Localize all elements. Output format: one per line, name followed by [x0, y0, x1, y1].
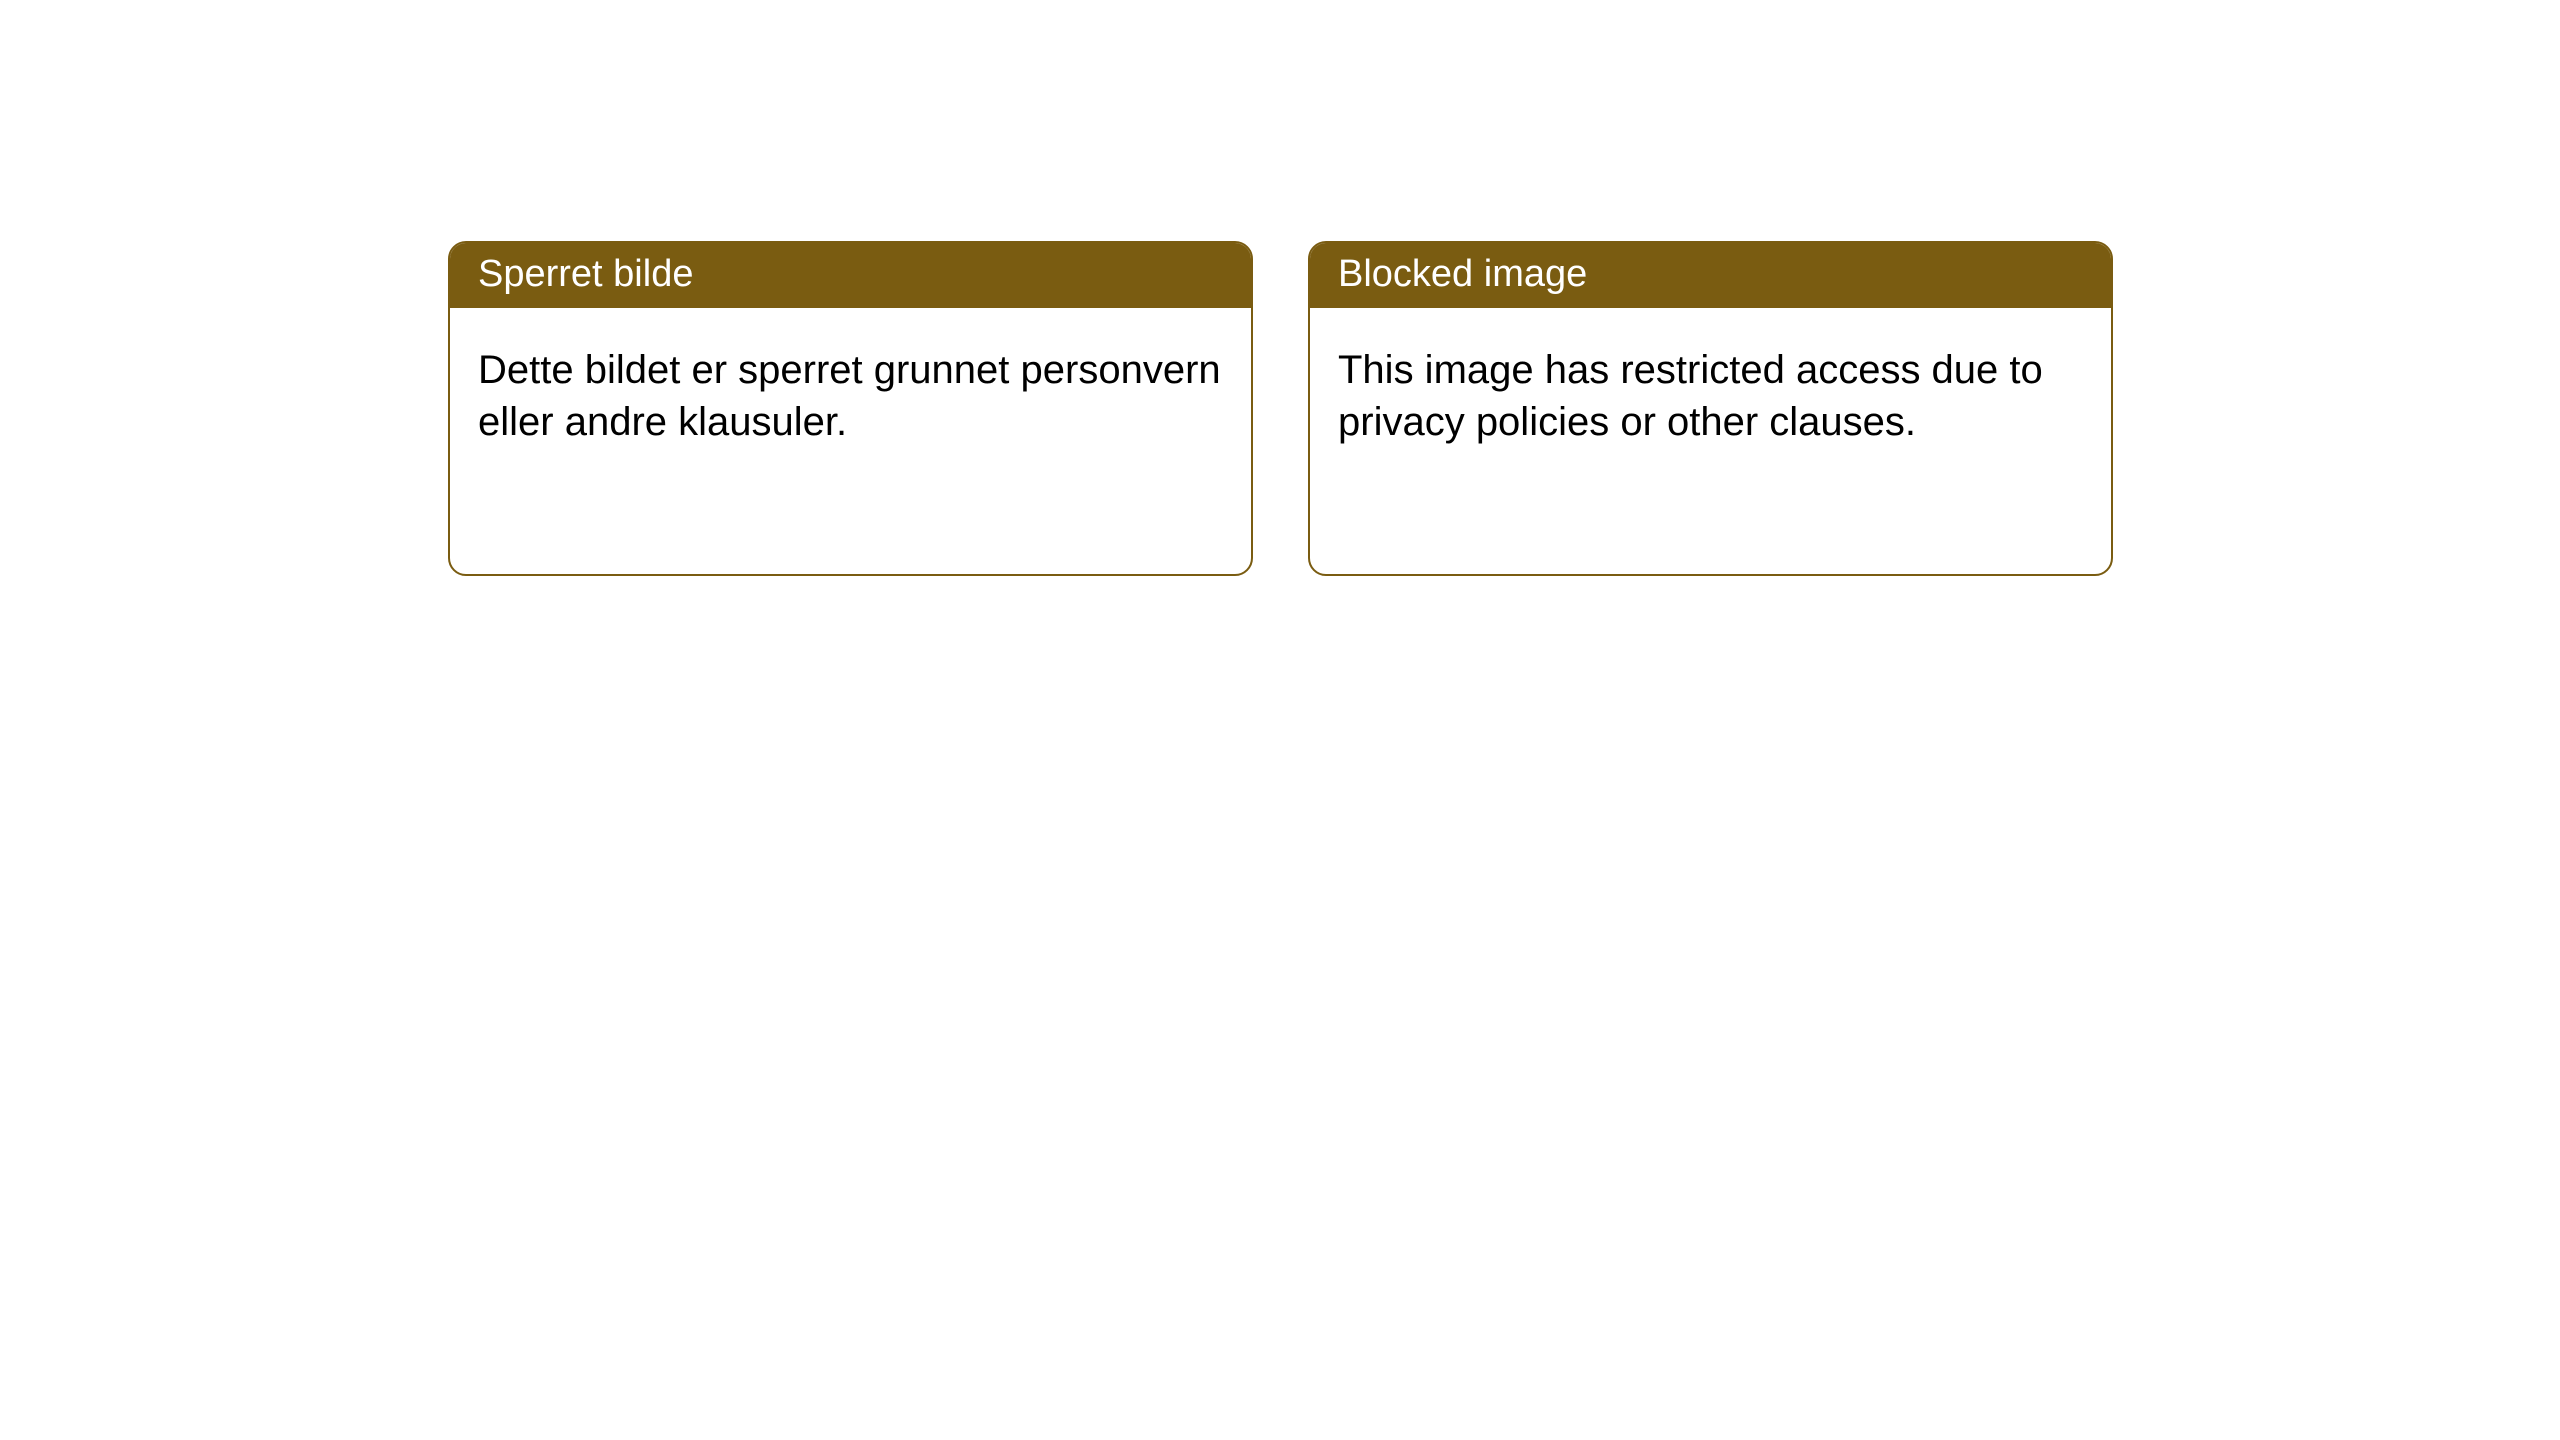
notice-text-english: This image has restricted access due to …	[1338, 348, 2043, 444]
notice-text-norwegian: Dette bildet er sperret grunnet personve…	[478, 348, 1221, 444]
notice-header-norwegian: Sperret bilde	[450, 243, 1251, 308]
notice-card-english: Blocked image This image has restricted …	[1308, 241, 2113, 576]
notice-title-norwegian: Sperret bilde	[478, 253, 693, 295]
notice-body-norwegian: Dette bildet er sperret grunnet personve…	[450, 308, 1251, 468]
notice-header-english: Blocked image	[1310, 243, 2111, 308]
notice-container: Sperret bilde Dette bildet er sperret gr…	[0, 0, 2560, 576]
notice-title-english: Blocked image	[1338, 253, 1587, 295]
notice-card-norwegian: Sperret bilde Dette bildet er sperret gr…	[448, 241, 1253, 576]
notice-body-english: This image has restricted access due to …	[1310, 308, 2111, 468]
